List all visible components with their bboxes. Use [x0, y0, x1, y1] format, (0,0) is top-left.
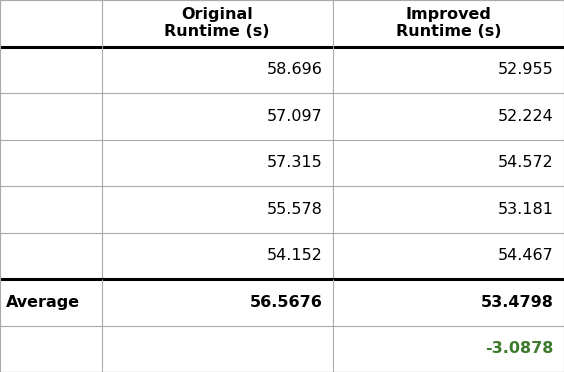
- Text: 56.5676: 56.5676: [250, 295, 323, 310]
- Text: 54.467: 54.467: [498, 248, 554, 263]
- Text: 53.181: 53.181: [498, 202, 554, 217]
- Text: 54.152: 54.152: [267, 248, 323, 263]
- Text: 55.578: 55.578: [267, 202, 323, 217]
- Text: 57.315: 57.315: [267, 155, 323, 170]
- Text: -3.0878: -3.0878: [486, 341, 554, 356]
- Text: 57.097: 57.097: [267, 109, 323, 124]
- Text: Improved
Runtime (s): Improved Runtime (s): [395, 7, 501, 39]
- Text: 52.224: 52.224: [498, 109, 554, 124]
- Text: Average: Average: [6, 295, 80, 310]
- Text: 54.572: 54.572: [498, 155, 554, 170]
- Text: 53.4798: 53.4798: [481, 295, 554, 310]
- Text: Original
Runtime (s): Original Runtime (s): [164, 7, 270, 39]
- Text: 58.696: 58.696: [267, 62, 323, 77]
- Text: 52.955: 52.955: [498, 62, 554, 77]
